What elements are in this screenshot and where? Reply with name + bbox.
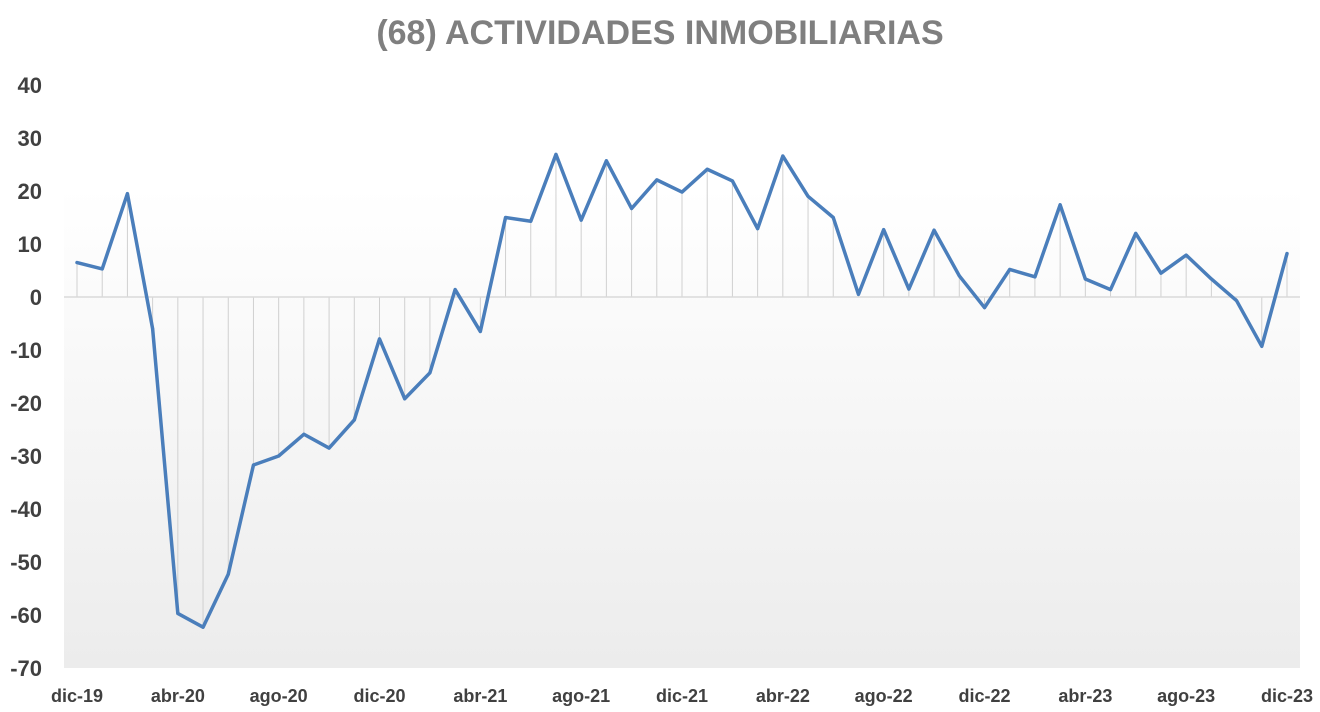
x-tick-label: dic-22: [958, 686, 1010, 706]
data-point: [579, 218, 583, 222]
data-point: [680, 190, 684, 194]
y-tick-label: 30: [18, 126, 42, 151]
x-tick-label: dic-19: [51, 686, 103, 706]
data-point: [277, 454, 281, 458]
x-tick-label: ago-23: [1157, 686, 1215, 706]
data-point: [403, 397, 407, 401]
data-point: [730, 179, 734, 183]
x-tick-label: dic-21: [656, 686, 708, 706]
y-tick-label: -20: [10, 391, 42, 416]
data-point: [201, 625, 205, 629]
y-tick-label: -30: [10, 444, 42, 469]
data-point: [831, 216, 835, 219]
data-point: [327, 446, 331, 450]
x-tick-label: abr-20: [151, 686, 205, 706]
data-point: [428, 371, 432, 375]
data-point: [1058, 203, 1062, 207]
data-point: [529, 219, 533, 223]
x-tick-label: abr-23: [1058, 686, 1112, 706]
data-point: [882, 228, 886, 232]
data-point: [856, 292, 860, 296]
y-axis-ticks: 40 30 20 10 0 -10 -20 -30 -40 -50 -60 -70: [10, 73, 42, 681]
data-point: [1184, 253, 1188, 257]
data-point: [554, 152, 558, 156]
y-tick-label: -50: [10, 550, 42, 575]
data-point: [781, 154, 785, 158]
data-point: [176, 611, 180, 615]
data-point: [983, 306, 986, 310]
y-tick-label: 0: [30, 285, 42, 310]
data-point: [1083, 277, 1087, 281]
x-tick-label: dic-23: [1261, 686, 1313, 706]
data-points: [75, 152, 1289, 629]
data-point: [100, 267, 104, 271]
data-point: [907, 287, 911, 291]
data-point: [352, 418, 356, 422]
y-tick-label: -40: [10, 497, 42, 522]
data-point: [302, 432, 306, 436]
data-point: [478, 329, 482, 333]
data-point: [604, 159, 608, 163]
data-point: [504, 216, 508, 219]
x-tick-label: ago-20: [250, 686, 308, 706]
x-tick-label: dic-20: [353, 686, 405, 706]
y-tick-label: 20: [18, 179, 42, 204]
data-point: [806, 194, 810, 198]
data-point: [1159, 271, 1163, 275]
data-point: [1235, 299, 1239, 303]
data-point: [453, 288, 457, 292]
data-point: [1209, 277, 1213, 281]
chart-title: (68) ACTIVIDADES INMOBILIARIAS: [376, 14, 944, 52]
data-point: [1285, 252, 1289, 256]
data-point: [1260, 344, 1264, 348]
data-point: [630, 206, 634, 210]
data-point: [1033, 275, 1037, 279]
data-point: [756, 227, 760, 231]
data-point: [251, 463, 255, 467]
data-point: [932, 228, 936, 232]
data-point: [1109, 288, 1113, 292]
data-point: [655, 178, 659, 182]
y-tick-label: -70: [10, 656, 42, 681]
y-tick-label: 10: [18, 232, 42, 257]
data-point: [125, 192, 129, 196]
y-tick-label: 40: [18, 73, 42, 98]
data-point: [705, 167, 709, 171]
x-tick-label: ago-21: [552, 686, 610, 706]
y-tick-label: -10: [10, 338, 42, 363]
data-point: [378, 337, 381, 341]
y-tick-label: -60: [10, 603, 42, 628]
data-point: [151, 327, 155, 331]
data-point: [226, 572, 230, 576]
x-tick-label: abr-21: [453, 686, 507, 706]
x-axis-ticks: dic-19 abr-20 ago-20 dic-20 abr-21 ago-21 dic-…: [51, 686, 1313, 706]
data-point: [75, 261, 79, 265]
data-point: [1008, 267, 1012, 271]
data-point: [1134, 231, 1138, 235]
x-tick-label: ago-22: [855, 686, 913, 706]
data-point: [957, 274, 961, 278]
x-tick-label: abr-22: [756, 686, 810, 706]
